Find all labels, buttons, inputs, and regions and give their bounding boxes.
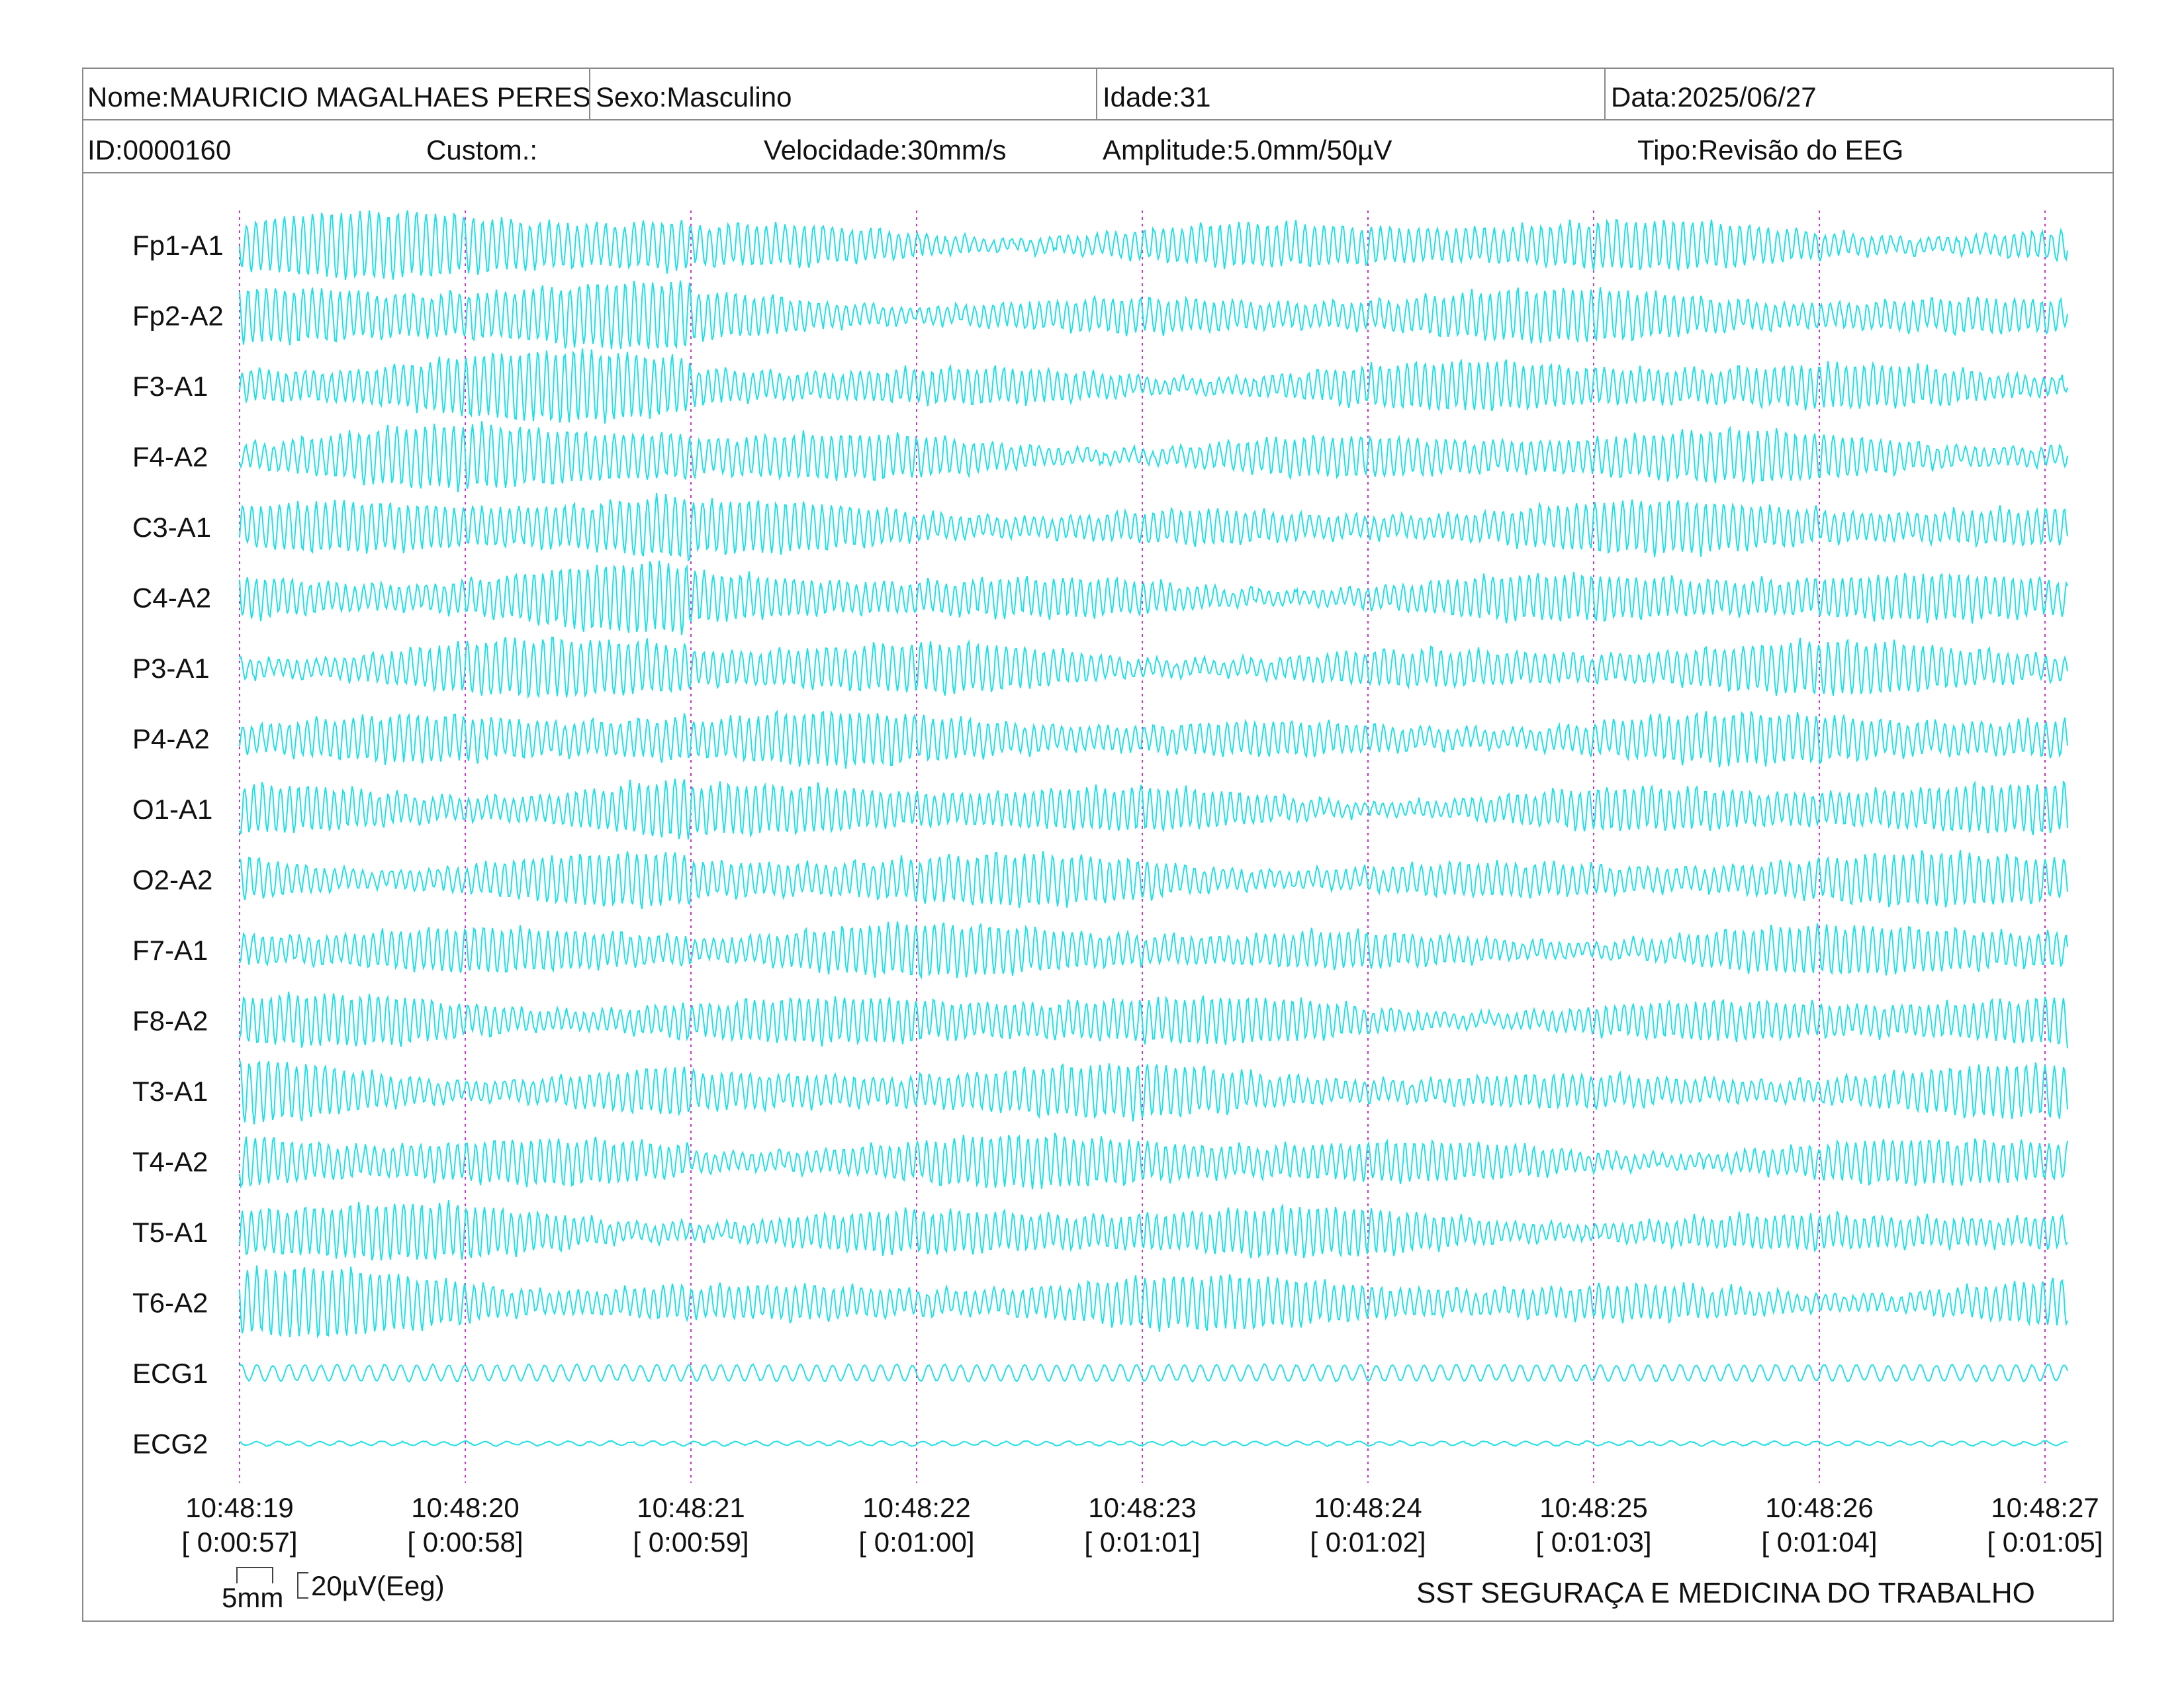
channel-label: T6-A2 [132,1288,208,1319]
channel-label: ECG1 [132,1358,208,1389]
patient-sex: Sexo:Masculino [596,81,792,113]
time-tick-elapsed: [ 0:01:04] [1761,1526,1877,1558]
eeg-trace-o1-a1 [239,778,2068,840]
patient-id: ID:0000160 [87,134,232,165]
patient-name: Nome:MAURICIO MAGALHAES PERES [87,81,591,113]
time-axis: 10:48:19[ 0:00:57] 10:48:20[ 0:00:58] 10:4… [181,1492,2103,1558]
eeg-trace-fp2-a2 [239,280,2068,350]
amplitude-setting: Amplitude:5.0mm/50µV [1103,134,1392,165]
time-tick-clock: 10:48:24 [1314,1492,1422,1523]
channel-label: F8-A2 [132,1006,208,1037]
channel-label: F7-A1 [132,935,208,966]
header-divider [589,68,590,120]
eeg-trace-c3-a1 [239,492,2068,562]
eeg-trace-p3-a1 [239,636,2068,700]
eeg-trace-ecg2 [239,1439,2068,1448]
eeg-trace-f3-a1 [239,348,2068,424]
channel-label: ECG2 [132,1429,208,1460]
time-tick-clock: 10:48:23 [1088,1492,1197,1523]
header-divider [1096,68,1097,120]
eeg-trace-t5-a1 [239,1199,2068,1261]
eeg-traces [239,210,2068,1448]
time-tick-clock: 10:48:19 [185,1492,294,1523]
custom-field: Custom.: [426,134,538,165]
channel-label: T4-A2 [132,1147,208,1178]
eeg-trace-t4-a2 [239,1132,2068,1190]
header-row-patient: Nome:MAURICIO MAGALHAES PERES Sexo:Mascu… [82,68,2114,120]
header-row-recording: ID:0000160 Custom.: Velocidade:30mm/s Am… [82,120,2114,173]
amplitude-scale-label: 20µV(Eeg) [311,1570,445,1601]
channel-label: Fp2-A2 [132,301,224,332]
channel-label: Fp1-A1 [132,230,224,261]
exam-type: Tipo:Revisão do EEG [1637,134,1904,165]
exam-date: Data:2025/06/27 [1611,81,1817,113]
time-tick-clock: 10:48:27 [1991,1492,2099,1523]
time-tick-clock: 10:48:22 [862,1492,971,1523]
eeg-trace-f4-a2 [239,421,2068,492]
time-tick-clock: 10:48:26 [1765,1492,1874,1523]
time-tick-clock: 10:48:25 [1539,1492,1648,1523]
channel-labels: Fp1-A1 Fp2-A2 F3-A1 F4-A2 C3-A1 C4-A2 P3-A1 P4-… [132,230,224,1460]
eeg-trace-t3-a1 [239,1060,2068,1125]
time-tick-clock: 10:48:21 [637,1492,745,1523]
channel-label: F3-A1 [132,371,208,402]
channel-label: P4-A2 [132,724,210,755]
eeg-trace-t6-a2 [239,1265,2068,1339]
footer-company-name: SST SEGURAÇA E MEDICINA DO TRABALHO [1416,1577,2035,1609]
channel-label: P3-A1 [132,653,210,684]
eeg-trace-o2-a2 [239,849,2068,910]
header-divider [1604,68,1606,120]
channel-label: C4-A2 [132,583,211,614]
channel-label: O2-A2 [132,865,212,896]
scale-bar: 5mm 20µV(Eeg) [222,1567,445,1613]
time-scale-label: 5mm [222,1582,283,1613]
time-gridlines [239,211,2046,1483]
amplitude-scale-bracket [297,1572,308,1599]
eeg-trace-ecg1 [239,1363,2068,1383]
time-tick-elapsed: [ 0:00:59] [633,1526,749,1558]
eeg-trace-f8-a2 [239,991,2068,1049]
eeg-trace-fp1-a1 [239,210,2068,280]
time-tick-elapsed: [ 0:00:58] [407,1526,523,1558]
time-tick-elapsed: [ 0:01:01] [1084,1526,1200,1558]
eeg-trace-f7-a1 [239,921,2068,980]
channel-label: T3-A1 [132,1076,208,1107]
time-tick-elapsed: [ 0:01:00] [858,1526,974,1558]
time-tick-elapsed: [ 0:01:05] [1987,1526,2103,1558]
time-tick-elapsed: [ 0:01:02] [1310,1526,1426,1558]
time-scale-bracket [236,1567,273,1583]
channel-label: F4-A2 [132,442,208,473]
report-frame [82,68,2114,1622]
channel-label: T5-A1 [132,1217,208,1248]
time-tick-elapsed: [ 0:00:57] [181,1526,297,1558]
eeg-trace-c4-a2 [239,560,2068,635]
channel-label: C3-A1 [132,512,211,543]
channel-label: O1-A1 [132,794,212,825]
time-tick-clock: 10:48:20 [411,1492,520,1523]
paper-speed: Velocidade:30mm/s [764,134,1007,165]
patient-age: Idade:31 [1103,81,1211,113]
time-tick-elapsed: [ 0:01:03] [1535,1526,1651,1558]
eeg-trace-p4-a2 [239,710,2068,769]
